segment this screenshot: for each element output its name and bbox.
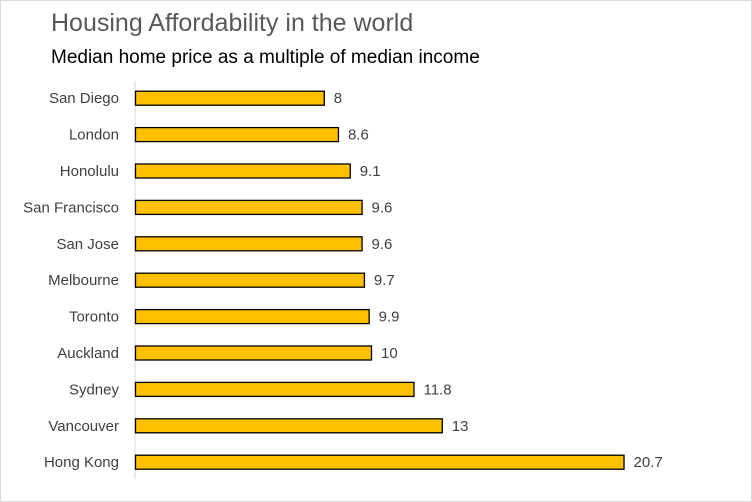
bar: [134, 418, 443, 434]
data-label: 10: [381, 345, 398, 362]
bar: [134, 126, 340, 143]
category-label: Hong Kong: [44, 454, 119, 471]
data-label: 9.7: [374, 272, 395, 289]
data-label: 9.9: [379, 309, 400, 326]
bar: [134, 163, 351, 179]
category-label: Vancouver: [48, 418, 119, 435]
bar: [134, 345, 373, 361]
bar: [134, 381, 415, 398]
chart-subtitle: Median home price as a multiple of media…: [51, 47, 480, 68]
data-label: 8: [334, 90, 342, 107]
category-label: Toronto: [69, 309, 119, 326]
data-label: 9.6: [372, 199, 393, 216]
category-label: San Francisco: [23, 199, 119, 216]
bar: [134, 236, 363, 252]
category-label: Sydney: [69, 381, 120, 398]
bar: [134, 454, 625, 470]
category-label: San Diego: [49, 90, 119, 107]
bar: [134, 90, 325, 106]
category-label: Auckland: [57, 345, 119, 362]
data-label: 13: [452, 418, 469, 435]
bar: [134, 308, 370, 325]
bar: [134, 272, 366, 288]
data-label: 9.6: [372, 236, 393, 253]
category-label: Melbourne: [48, 272, 119, 289]
data-label: 11.8: [423, 381, 451, 398]
data-label: 8.6: [348, 127, 369, 144]
bars-layer: San Diego 8 London 8.6 Honolulu 9.1 San Franci…: [23, 90, 663, 471]
category-label: Honolulu: [60, 163, 119, 180]
data-label: 9.1: [360, 163, 381, 180]
category-label: London: [69, 127, 119, 144]
chart-title: Housing Affordability in the world: [51, 9, 414, 37]
bar: [134, 199, 363, 216]
data-label: 20.7: [634, 454, 663, 471]
category-label: San Jose: [56, 236, 119, 253]
